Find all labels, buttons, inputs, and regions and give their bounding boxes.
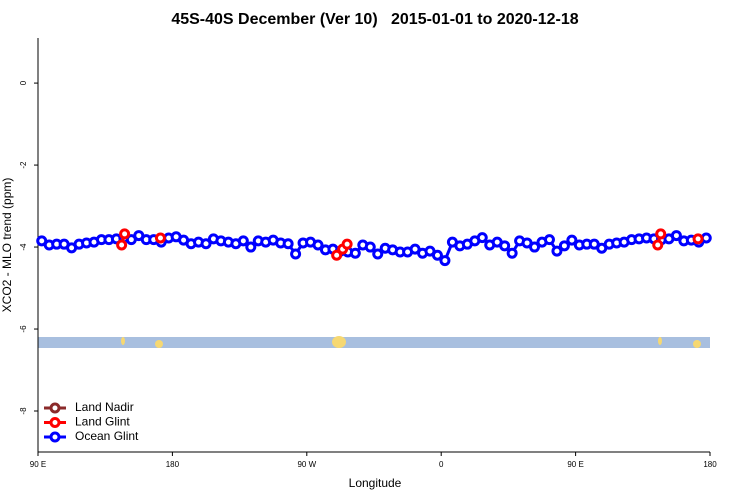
data-point [551,245,563,257]
data-point [200,238,212,250]
data-point [364,241,376,253]
x-tick-label: 90 W [297,460,316,469]
data-point [558,240,570,252]
data-point [372,248,384,260]
data-point [349,247,361,259]
x-tick-label: 180 [703,460,717,469]
x-axis-label: Longitude [349,476,402,490]
x-tick-label: 90 E [30,460,46,469]
legend-label: Ocean Glint [75,429,139,443]
data-point [670,230,682,242]
data-point [282,238,294,250]
data-point [506,247,518,259]
data-point [529,241,541,253]
data-point [154,232,166,244]
y-tick-label: -8 [19,407,28,415]
x-tick-label: 0 [439,460,444,469]
x-tick-label: 180 [166,460,180,469]
legend-marker [49,431,61,443]
y-tick-label: 0 [19,80,28,85]
y-axis-label: XCO2 - MLO trend (ppm) [0,178,14,313]
data-point [431,249,443,261]
y-tick-label: -6 [19,325,28,333]
legend-marker [49,402,61,414]
data-point [566,234,578,246]
legend-label: Land Glint [75,415,130,429]
data-point [237,235,249,247]
data-point [692,233,704,245]
data-point [655,228,667,240]
data-point [476,232,488,244]
data-point [290,248,302,260]
land-strip [38,336,710,348]
y-tick-label: -4 [19,243,28,251]
data-point [331,249,343,261]
x-tick-label: 90 E [567,460,583,469]
y-tick-label: -2 [19,161,28,169]
data-point [652,239,664,251]
data-point [543,234,555,246]
data-point [119,228,131,240]
data-point [499,240,511,252]
data-point [312,239,324,251]
data-point [439,255,451,267]
legend-label: Land Nadir [75,400,134,414]
data-point [116,239,128,251]
legend-marker [49,417,61,428]
chart-title: 45S-40S December (Ver 10) 2015-01-01 to … [171,11,578,28]
data-point [341,238,353,250]
data-point [245,241,257,253]
